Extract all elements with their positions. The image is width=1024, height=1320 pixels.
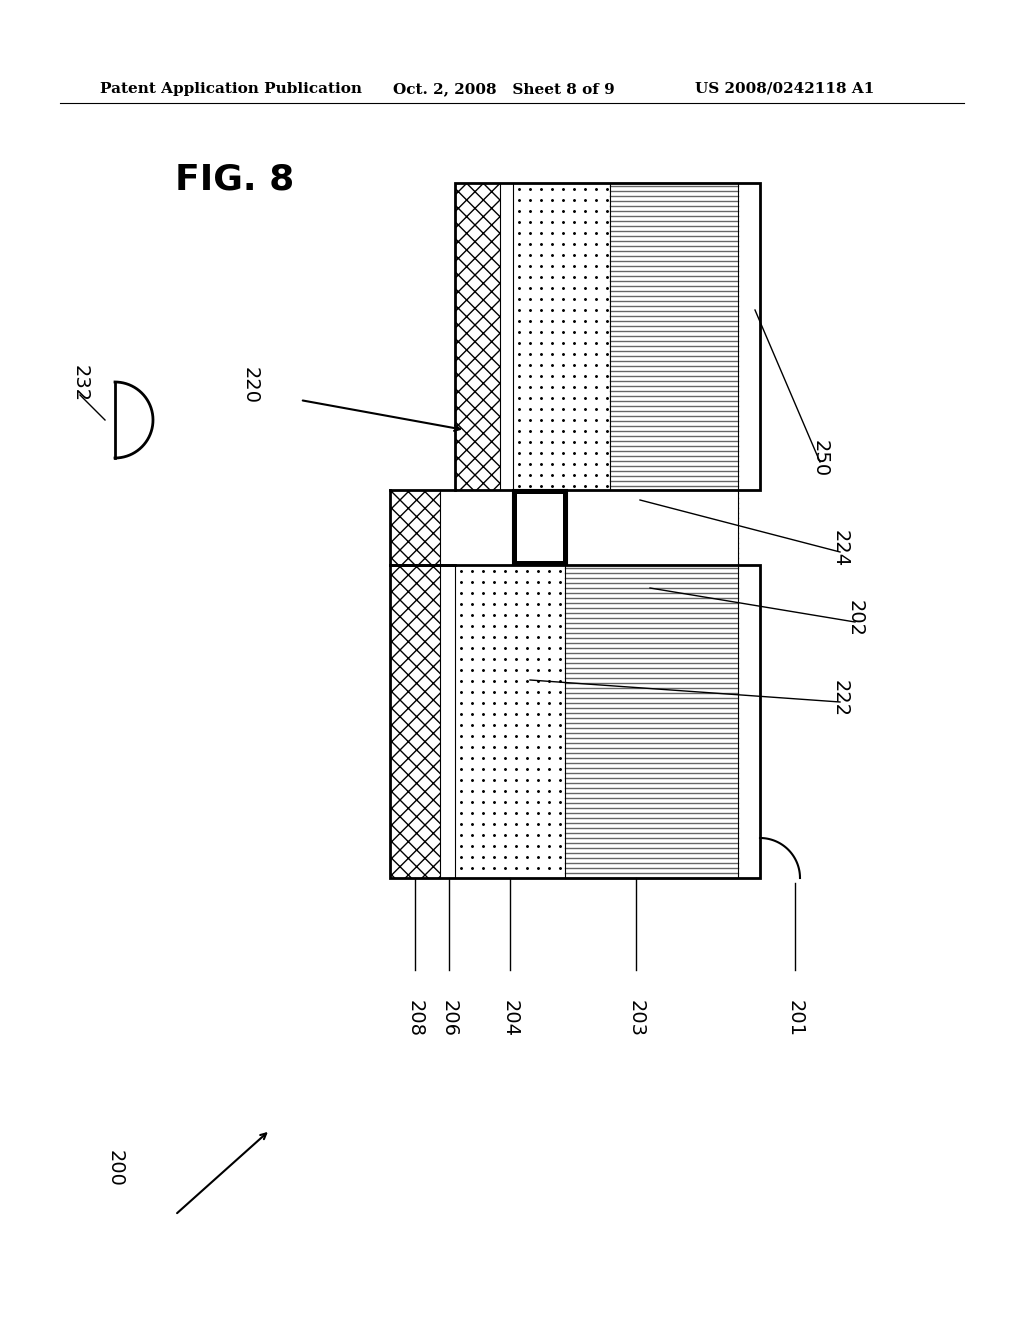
Bar <box>517 494 563 561</box>
Text: 220: 220 <box>241 367 259 404</box>
Bar <box>455 565 565 878</box>
Bar <box>565 565 738 878</box>
Text: 250: 250 <box>811 440 829 477</box>
Text: 232: 232 <box>71 366 89 403</box>
Bar <box>500 183 513 490</box>
Text: Oct. 2, 2008   Sheet 8 of 9: Oct. 2, 2008 Sheet 8 of 9 <box>393 82 614 96</box>
Text: 203: 203 <box>627 1001 645 1038</box>
Text: 222: 222 <box>830 680 850 717</box>
Bar <box>455 183 500 490</box>
Bar <box>455 490 500 565</box>
Text: 201: 201 <box>785 1001 805 1038</box>
Bar <box>738 183 760 490</box>
Text: 208: 208 <box>406 1001 425 1038</box>
Bar <box>455 183 500 490</box>
Text: 200: 200 <box>105 1150 125 1187</box>
Bar <box>513 183 610 490</box>
Bar <box>455 183 760 490</box>
Bar <box>565 490 738 565</box>
Bar <box>440 490 455 565</box>
Bar <box>390 565 440 878</box>
Bar <box>390 490 440 565</box>
Text: 206: 206 <box>439 1001 459 1038</box>
Text: 202: 202 <box>846 601 864 638</box>
Text: Patent Application Publication: Patent Application Publication <box>100 82 362 96</box>
Text: 204: 204 <box>501 1001 519 1038</box>
Bar <box>567 490 610 565</box>
Bar <box>390 565 440 878</box>
Bar <box>738 565 760 878</box>
Bar <box>513 490 567 565</box>
Bar <box>440 565 455 878</box>
Text: 224: 224 <box>830 531 850 568</box>
Text: US 2008/0242118 A1: US 2008/0242118 A1 <box>695 82 874 96</box>
Text: FIG. 8: FIG. 8 <box>175 162 294 195</box>
Bar <box>610 183 738 490</box>
Bar <box>390 490 440 565</box>
Bar <box>390 565 760 878</box>
